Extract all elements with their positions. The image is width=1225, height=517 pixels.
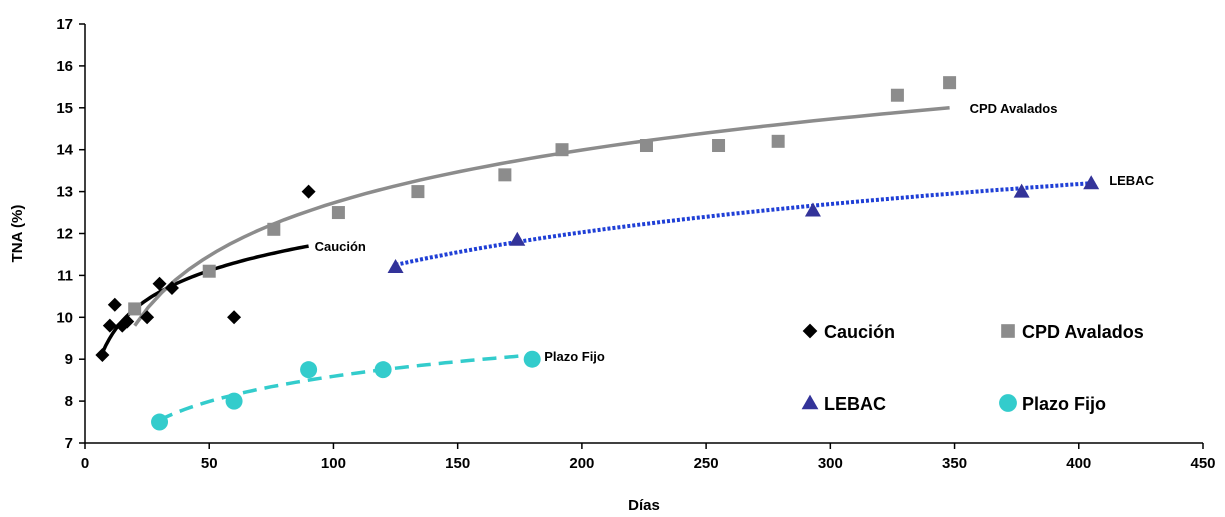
annotation-caucion: Caución: [315, 239, 366, 254]
y-tick-label: 13: [56, 184, 73, 201]
data-point-cpd-avalados: [943, 76, 957, 90]
series-cpd-avalados: [128, 76, 957, 316]
y-tick-label: 15: [56, 100, 73, 117]
trend-lines: [100, 106, 1092, 422]
legend-marker-plazo-fijo: [999, 394, 1017, 412]
y-tick-label: 10: [56, 309, 73, 326]
y-tick-label: 12: [56, 226, 73, 243]
data-point-cpd-avalados: [331, 206, 345, 220]
data-point-caucion: [227, 310, 242, 325]
data-point-caucion: [164, 280, 179, 295]
data-point-plazo-fijo: [523, 350, 541, 368]
legend-label-caucion: Caución: [824, 322, 895, 342]
series-caucion: [95, 184, 316, 363]
legend-marker-cpd-avalados: [1001, 324, 1015, 338]
data-point-caucion: [107, 297, 122, 312]
legend-label-lebac: LEBAC: [824, 394, 886, 414]
data-point-caucion: [120, 314, 135, 329]
x-tick-label: 200: [569, 455, 594, 472]
y-tick-label: 7: [65, 435, 73, 452]
annotation-lebac: LEBAC: [1109, 173, 1154, 188]
x-tick-label: 0: [81, 455, 89, 472]
annotation-plazo-fijo: Plazo Fijo: [544, 349, 605, 364]
legend-label-cpd-avalados: CPD Avalados: [1022, 322, 1144, 342]
data-point-plazo-fijo: [374, 361, 392, 379]
trend-line-caucion: [100, 244, 309, 354]
data-points: [95, 76, 1100, 431]
x-tick-label: 350: [942, 455, 967, 472]
data-point-plazo-fijo: [225, 392, 243, 410]
data-point-cpd-avalados: [771, 134, 785, 148]
axes: 0 50 100 150 200 250 300 350 400 450 7 8 9 10 11 12 13 1…: [56, 16, 1215, 472]
legend-marker-caucion: [802, 323, 818, 339]
data-point-cpd-avalados: [639, 139, 653, 153]
data-point-cpd-avalados: [712, 139, 726, 153]
data-point-caucion: [102, 318, 117, 333]
data-point-caucion: [95, 348, 110, 363]
x-tick-label: 450: [1190, 455, 1215, 472]
data-point-caucion: [152, 276, 167, 291]
legend-item-plazo-fijo: Plazo Fijo: [999, 394, 1106, 414]
x-axis-title: Días: [628, 497, 660, 514]
y-tick-label: 11: [57, 267, 73, 284]
series-plazo-fijo: [151, 350, 541, 431]
data-point-plazo-fijo: [151, 413, 169, 431]
y-tick-label: 8: [65, 393, 73, 410]
data-point-cpd-avalados: [202, 264, 216, 278]
y-tick-label: 9: [65, 351, 73, 368]
data-point-caucion: [140, 310, 155, 325]
trend-line-plazo-fijo: [158, 353, 533, 422]
data-point-lebac: [387, 259, 404, 274]
data-point-lebac: [804, 202, 821, 217]
legend-item-lebac: LEBAC: [801, 394, 886, 414]
y-axis-title: TNA (%): [9, 205, 26, 263]
y-tick-label: 16: [56, 58, 73, 75]
data-point-plazo-fijo: [300, 361, 318, 379]
data-point-lebac: [1013, 183, 1030, 198]
legend-item-caucion: Caución: [802, 322, 895, 342]
series-annotations: Caución CPD Avalados LEBAC Plazo Fijo: [315, 101, 1155, 364]
y-ticks: 7 8 9 10 11 12 13 14 15 16 17: [56, 16, 85, 452]
y-tick-label: 14: [56, 142, 73, 159]
legend: Caución CPD Avalados LEBAC Plazo Fijo: [801, 322, 1144, 414]
x-tick-label: 300: [818, 455, 843, 472]
trend-line-lebac: [395, 181, 1092, 267]
data-point-lebac: [1083, 175, 1100, 190]
annotation-cpd-avalados: CPD Avalados: [970, 101, 1058, 116]
x-ticks: 0 50 100 150 200 250 300 350 400 450: [81, 443, 1216, 472]
data-point-lebac: [509, 231, 526, 246]
x-tick-label: 100: [321, 455, 346, 472]
data-point-cpd-avalados: [267, 222, 281, 236]
data-point-cpd-avalados: [128, 302, 142, 316]
data-point-cpd-avalados: [890, 88, 904, 102]
data-point-cpd-avalados: [498, 168, 512, 182]
legend-label-plazo-fijo: Plazo Fijo: [1022, 394, 1106, 414]
legend-item-cpd-avalados: CPD Avalados: [1001, 322, 1144, 342]
y-tick-label: 17: [56, 16, 73, 33]
x-tick-label: 250: [694, 455, 719, 472]
trend-line-cpd-avalados: [133, 106, 950, 327]
data-point-cpd-avalados: [555, 143, 569, 157]
data-point-caucion: [301, 184, 316, 199]
x-tick-label: 400: [1066, 455, 1091, 472]
legend-marker-lebac: [801, 394, 819, 410]
series-lebac: [387, 175, 1100, 274]
x-tick-label: 50: [201, 455, 218, 472]
x-tick-label: 150: [445, 455, 470, 472]
data-point-cpd-avalados: [411, 185, 425, 199]
